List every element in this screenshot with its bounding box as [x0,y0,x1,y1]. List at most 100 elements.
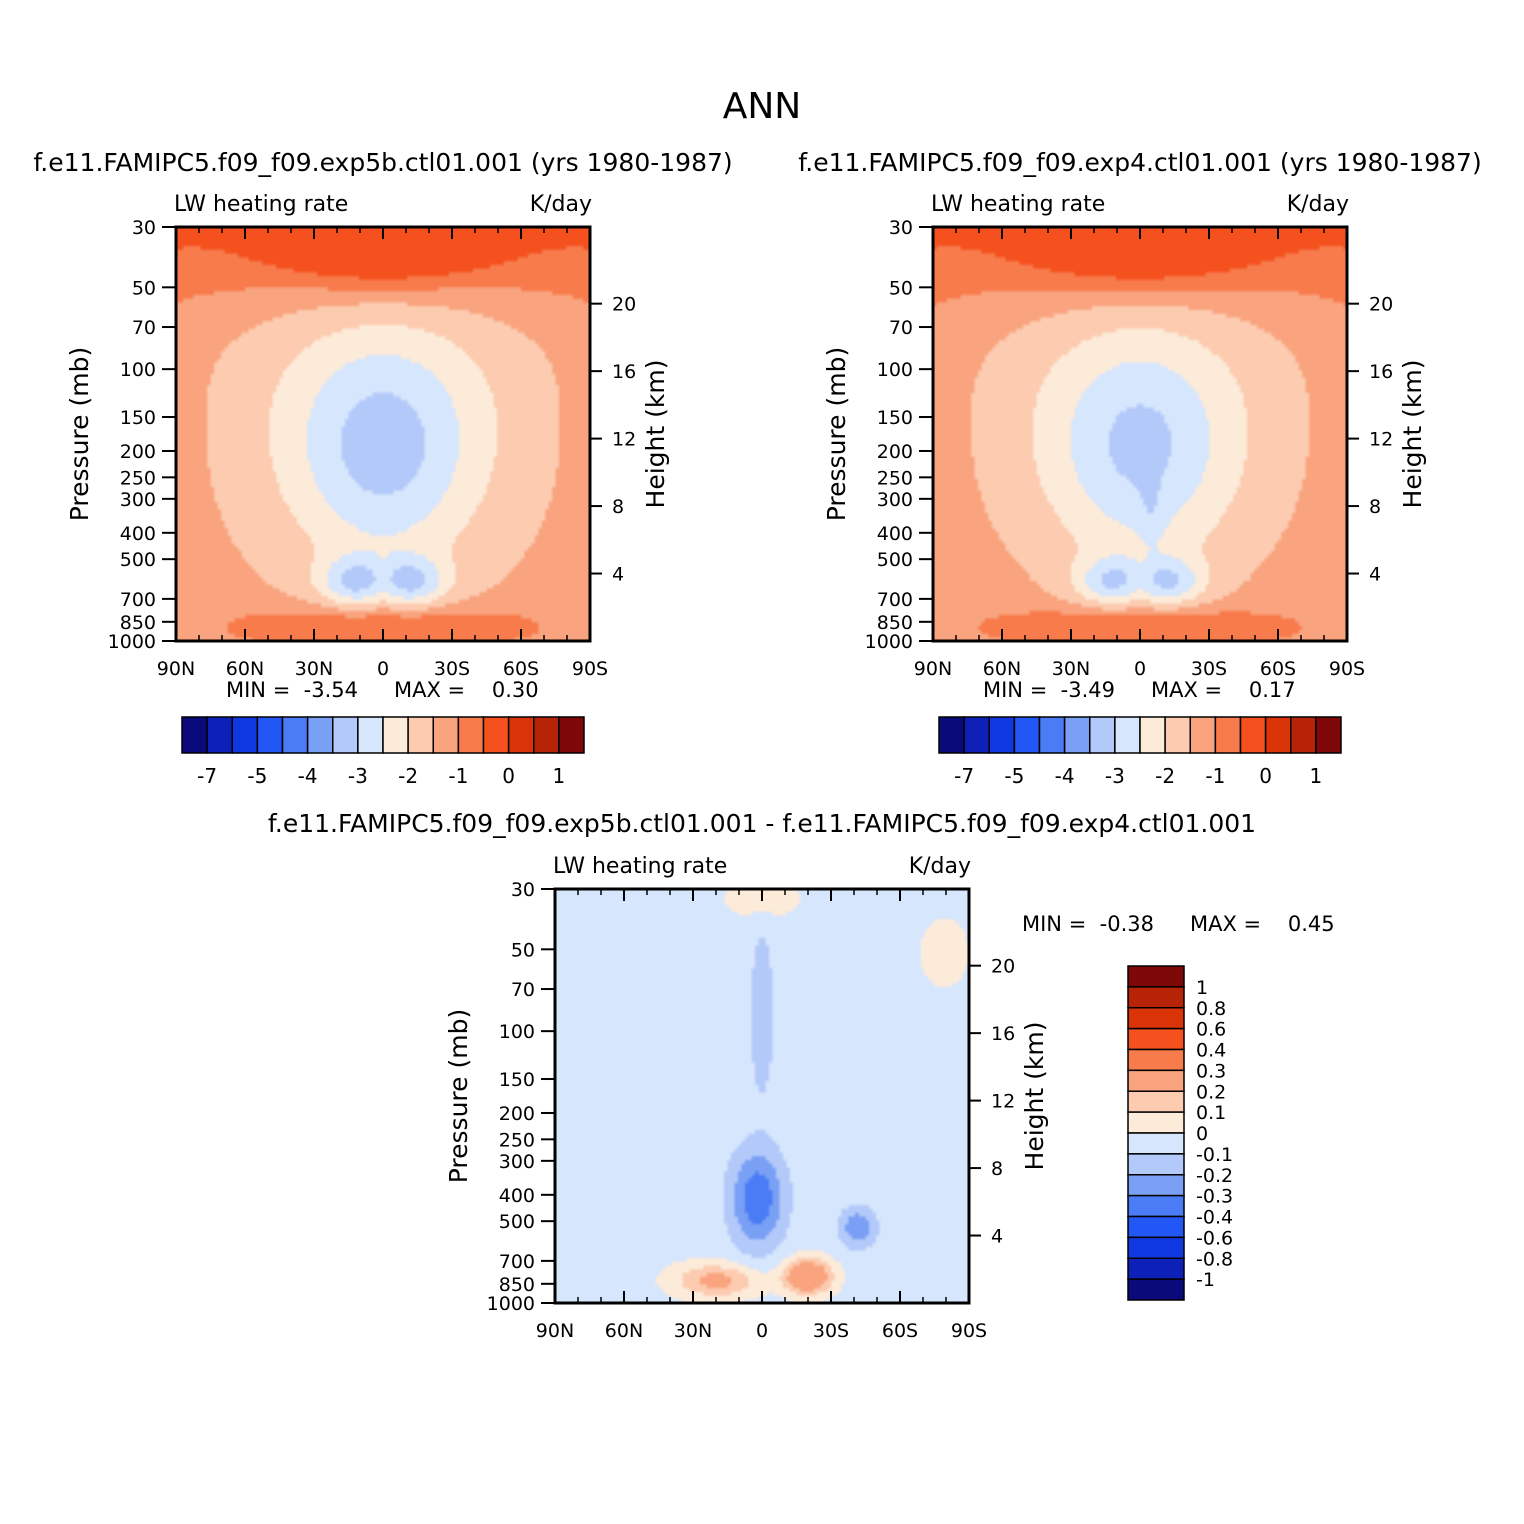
colorbar-swatch [1127,1007,1185,1030]
colorbar-label: -1 [448,764,468,788]
colorbar-swatch [1139,716,1166,754]
colorbar-swatch [1127,965,1185,988]
y-right-tick-label: 16 [991,1023,1015,1045]
colorbar-swatch [1114,716,1141,754]
y-tick-label: 850 [120,612,156,634]
units-label: K/day [530,192,592,217]
max-label: MAX = 0.17 [1151,678,1296,702]
colorbar-label: -0.2 [1196,1165,1233,1187]
colorbar-label: 1 [553,764,566,788]
y-right-tick-label: 12 [1369,429,1393,451]
colorbar-label: 0.4 [1196,1040,1226,1062]
contour-field [933,227,1347,641]
panel-3: f.e11.FAMIPC5.f09_f09.exp5b.ctl01.001 - … [268,809,1335,1342]
y-tick-label: 250 [877,467,913,489]
y-right-axis-label: Height (km) [641,360,670,509]
x-tick-label: 90S [1329,658,1365,680]
y-tick-label: 250 [499,1129,535,1151]
colorbar-swatch [1127,1215,1185,1239]
contour-field [176,227,590,641]
colorbar-swatch [1127,1153,1185,1176]
max-label: MAX = 0.45 [1190,912,1335,936]
colorbar-swatch [231,716,259,754]
y-right-axis-label: Height (km) [1398,360,1427,509]
y-right-tick-label: 4 [1369,564,1381,586]
y-tick-label: 700 [877,589,913,611]
colorbar-label: -1 [1205,764,1225,788]
panel-2: f.e11.FAMIPC5.f09_f09.exp4.ctl01.001 (yr… [798,148,1481,788]
colorbar-swatch [181,716,208,754]
y-tick-label: 70 [889,317,913,339]
max-label: MAX = 0.30 [394,678,539,702]
y-right-tick-label: 16 [612,361,636,383]
colorbar-swatch [1127,1236,1185,1259]
colorbar-swatch [1264,716,1292,754]
x-tick-label: 30N [674,1320,712,1342]
colorbar-swatch [457,716,485,754]
min-label: MIN = -0.38 [1022,912,1154,936]
panel-1: f.e11.FAMIPC5.f09_f09.exp5b.ctl01.001 (y… [33,148,732,788]
y-right-tick-label: 12 [612,429,636,451]
colorbar-swatch [1127,1069,1185,1092]
y-right-tick-label: 20 [1369,294,1393,316]
y-right-tick-label: 4 [612,564,624,586]
y-right-tick-label: 8 [1369,496,1381,518]
colorbar-swatch [482,716,510,754]
colorbar-swatch [382,716,409,754]
y-tick-label: 30 [511,879,535,901]
y-tick-label: 200 [877,441,913,463]
y-tick-label: 500 [877,549,913,571]
colorbar-label: -7 [197,764,217,788]
colorbar-label: -3 [1105,764,1125,788]
colorbar-swatch [1127,1048,1185,1072]
y-tick-label: 1000 [108,631,156,653]
y-right-axis-label: Height (km) [1020,1022,1049,1171]
colorbar-swatch [1315,716,1342,754]
y-tick-label: 150 [499,1069,535,1091]
y-tick-label: 70 [511,979,535,1001]
y-right-tick-label: 20 [612,294,636,316]
colorbar-swatch [1189,716,1217,754]
x-tick-label: 60N [226,658,264,680]
colorbar-swatch [256,716,284,754]
panel-subtitle: f.e11.FAMIPC5.f09_f09.exp4.ctl01.001 (yr… [798,148,1481,177]
y-axis-label: Pressure (mb) [65,347,94,521]
colorbar-swatch [1127,1111,1185,1134]
x-tick-label: 90S [951,1320,987,1342]
y-right-tick-label: 20 [991,956,1015,978]
y-tick-label: 700 [499,1251,535,1273]
y-tick-label: 30 [132,217,156,239]
colorbar-label: -5 [247,764,267,788]
min-label: MIN = -3.49 [983,678,1115,702]
x-tick-label: 0 [756,1320,768,1342]
y-tick-label: 850 [499,1274,535,1296]
y-tick-label: 1000 [487,1293,535,1315]
colorbar-swatch [1164,716,1191,754]
colorbar-swatch [1013,716,1041,754]
colorbar-label: -2 [398,764,418,788]
colorbar-swatch [1127,986,1185,1009]
y-tick-label: 150 [877,407,913,429]
y-tick-label: 200 [120,441,156,463]
y-tick-label: 250 [120,467,156,489]
y-right-tick-label: 8 [991,1158,1003,1180]
y-tick-label: 700 [120,589,156,611]
colorbar-swatch [1127,1132,1185,1155]
colorbar-label: 0.6 [1196,1019,1226,1041]
colorbar-swatch [357,716,384,754]
colorbar-label: 0 [502,764,515,788]
x-tick-label: 60S [882,1320,918,1342]
colorbar-label: -0.1 [1196,1144,1233,1166]
x-tick-label: 30N [1052,658,1090,680]
colorbar-swatch [1127,1257,1185,1280]
y-tick-label: 70 [132,317,156,339]
y-axis-label: Pressure (mb) [822,347,851,521]
colorbar-swatch [206,716,233,754]
colorbar-label: 0 [1196,1123,1208,1145]
colorbar-label: 0.2 [1196,1081,1226,1103]
colorbar-swatch [281,716,309,754]
colorbar-swatch [407,716,434,754]
y-right-tick-label: 12 [991,1091,1015,1113]
units-label: K/day [909,854,971,879]
field-label: LW heating rate [174,192,348,217]
